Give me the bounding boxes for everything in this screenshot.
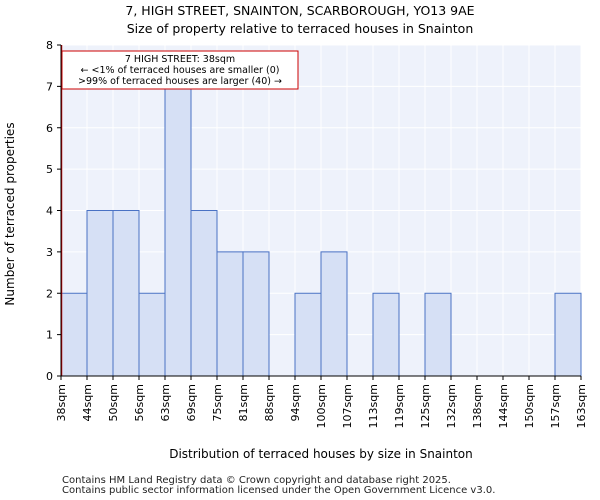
x-tick-label: 125sqm — [419, 384, 432, 428]
footer-line-2: Contains public sector information licen… — [62, 485, 496, 496]
chart-subtitle: Size of property relative to terraced ho… — [126, 21, 474, 36]
x-tick-label: 100sqm — [315, 384, 328, 428]
x-tick-label: 107sqm — [341, 384, 354, 428]
bar-81sqm — [242, 251, 270, 377]
y-tick-label: 8 — [46, 39, 53, 52]
x-tick-label: 157sqm — [549, 384, 562, 428]
x-tick-label: 75sqm — [211, 384, 224, 421]
bar-38sqm — [60, 292, 88, 377]
x-tick-label: 81sqm — [237, 384, 250, 421]
x-tick-label: 56sqm — [133, 384, 146, 421]
chart-title: 7, HIGH STREET, SNAINTON, SCARBOROUGH, Y… — [125, 3, 475, 18]
x-axis-label: Distribution of terraced houses by size … — [169, 447, 473, 461]
bar-44sqm — [86, 210, 114, 377]
x-tick-label: 144sqm — [497, 384, 510, 428]
x-tick-label: 163sqm — [575, 384, 588, 428]
x-tick-label: 138sqm — [471, 384, 484, 428]
x-tick-label: 69sqm — [185, 384, 198, 421]
annotation-box — [61, 50, 299, 90]
y-axis-label: Number of terraced properties — [3, 122, 17, 305]
y-tick-label: 2 — [46, 287, 53, 300]
x-tick-label: 88sqm — [263, 384, 276, 421]
x-tick-label: 50sqm — [107, 384, 120, 421]
bar-50sqm — [112, 210, 140, 377]
y-tick-label: 7 — [46, 80, 53, 93]
x-tick-label: 38sqm — [55, 384, 68, 421]
bar-69sqm — [190, 210, 218, 377]
y-tick-label: 0 — [46, 370, 53, 383]
annotation-line-3: >99% of terraced houses are larger (40) … — [78, 76, 282, 87]
x-tick-label: 44sqm — [81, 384, 94, 421]
x-tick-label: 63sqm — [159, 384, 172, 421]
bar-100sqm — [320, 251, 348, 377]
y-tick-label: 4 — [46, 205, 53, 218]
x-tick-label: 132sqm — [445, 384, 458, 428]
y-tick-label: 1 — [46, 329, 53, 342]
annotation-line-1: 7 HIGH STREET: 38sqm — [125, 54, 235, 65]
bar-56sqm — [138, 292, 166, 377]
annotation-line-2: ← <1% of terraced houses are smaller (0) — [81, 65, 280, 76]
bar-94sqm — [294, 292, 322, 377]
x-tick-label: 119sqm — [393, 384, 406, 428]
bar-125sqm — [424, 292, 452, 377]
x-tick-label: 113sqm — [367, 384, 380, 428]
bar-63sqm — [164, 85, 192, 377]
x-tick-label: 150sqm — [523, 384, 536, 428]
y-tick-label: 3 — [46, 246, 53, 259]
bar-113sqm — [372, 292, 400, 377]
x-tick-label: 94sqm — [289, 384, 302, 421]
footer-line-1: Contains HM Land Registry data © Crown c… — [62, 475, 451, 486]
y-tick-label: 6 — [46, 122, 53, 135]
y-tick-label: 5 — [46, 163, 53, 176]
bar-75sqm — [216, 251, 244, 377]
bar-157sqm — [554, 292, 582, 377]
